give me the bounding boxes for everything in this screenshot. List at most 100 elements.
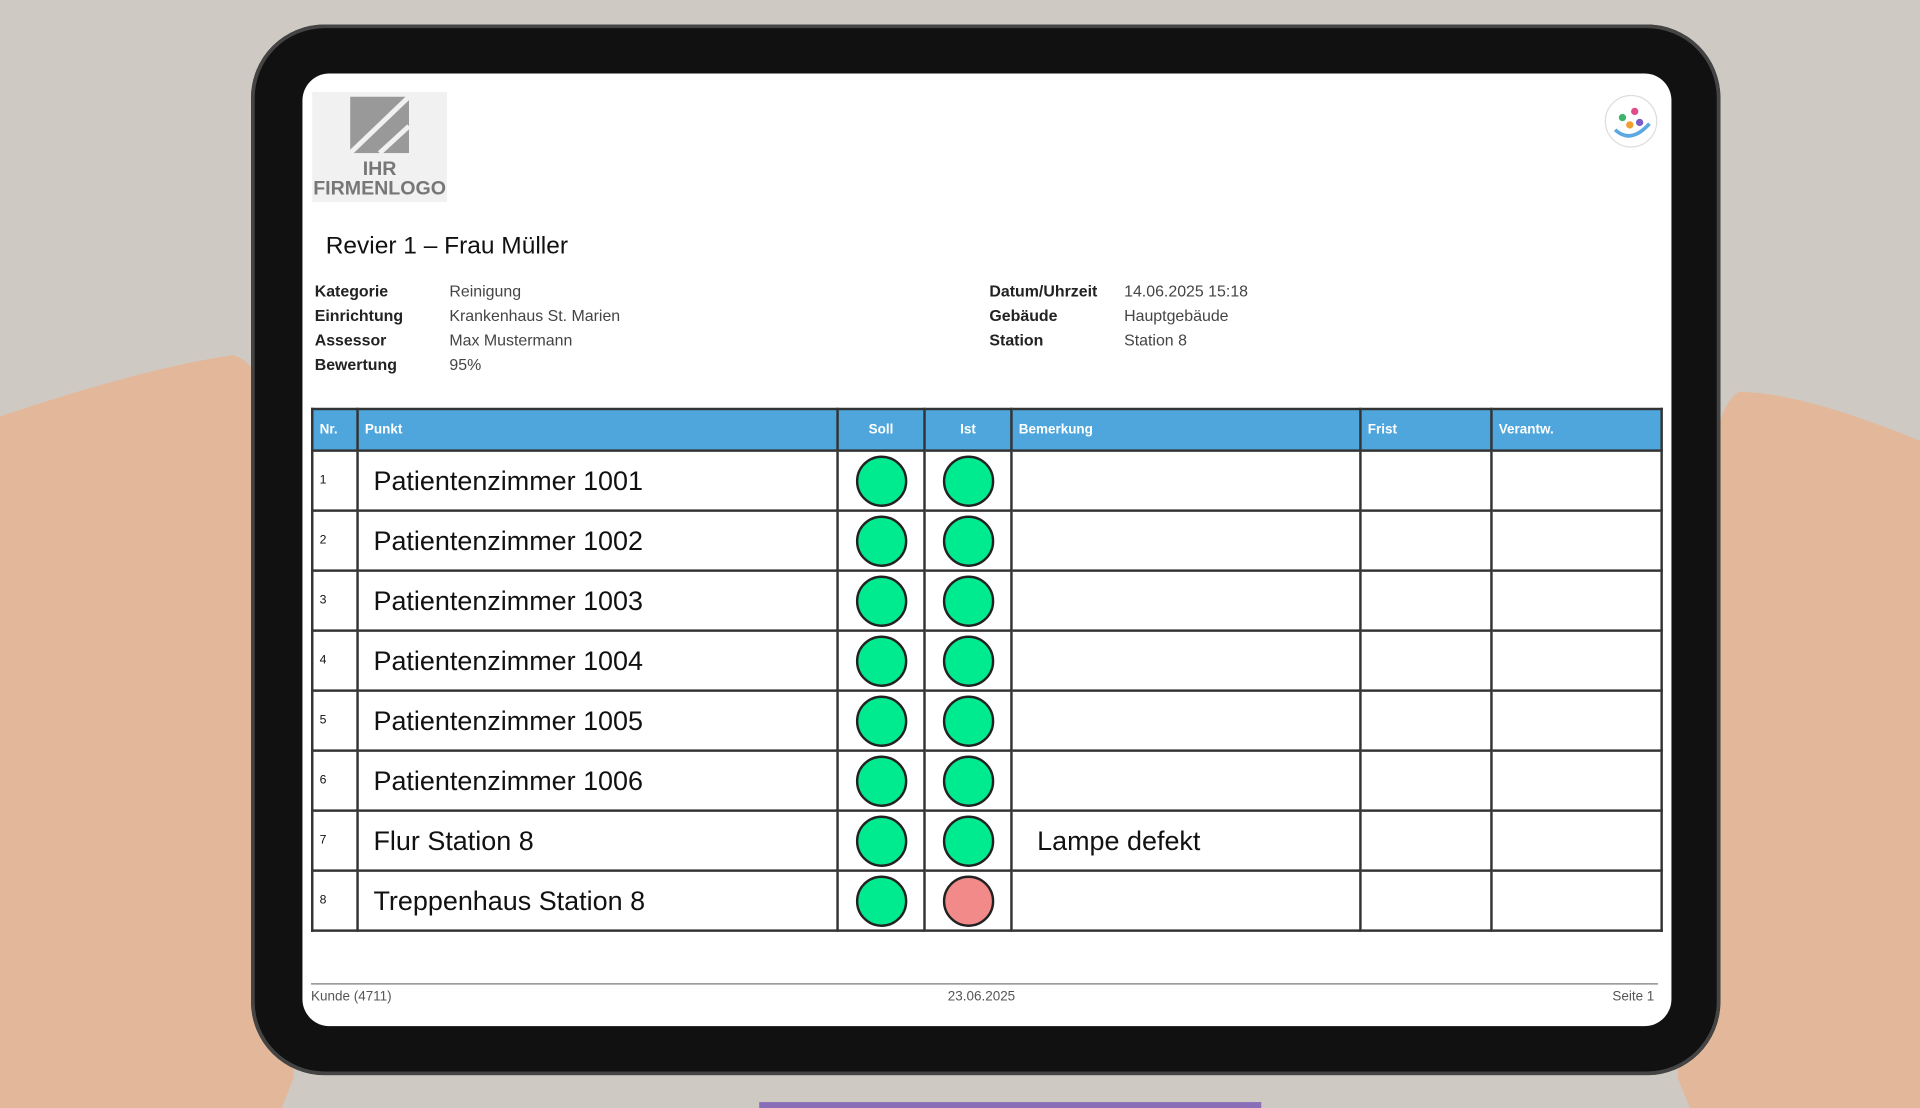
status-dot [855, 754, 907, 807]
row-point: Patientenzimmer 1005 [356, 689, 839, 752]
column-header: Nr. [311, 407, 359, 452]
status-cell [923, 449, 1013, 512]
status-dot [942, 574, 994, 627]
row-deadline [1359, 569, 1493, 632]
status-dot [855, 514, 907, 567]
status-dot [942, 454, 994, 507]
info-value: Max Mustermann [449, 330, 573, 349]
column-header: Verantw. [1490, 407, 1663, 452]
status-cell [923, 869, 1013, 932]
info-value: Reinigung [449, 281, 522, 301]
info-label: Datum/Uhrzeit [989, 281, 1098, 301]
row-point: Patientenzimmer 1001 [356, 449, 839, 512]
info-label: Bewertung [314, 355, 397, 374]
row-remark [1010, 509, 1362, 572]
row-responsible [1490, 869, 1663, 932]
table-row: 7 Flur Station 8 Lampe defekt [311, 809, 1663, 872]
status-cell [836, 689, 926, 752]
row-responsible [1490, 809, 1663, 872]
status-cell [836, 509, 926, 572]
status-cell [836, 869, 926, 932]
row-remark [1010, 869, 1362, 932]
status-cell [923, 629, 1013, 692]
column-header: Frist [1359, 407, 1493, 452]
row-point: Treppenhaus Station 8 [356, 869, 839, 932]
footer-right: Seite 1 [1612, 989, 1655, 1005]
document: IHR FIRMENLOGO Revier 1 – Frau Müller Ka… [302, 73, 1672, 1027]
status-cell [923, 689, 1013, 752]
logo: IHR FIRMENLOGO [312, 91, 447, 203]
row-responsible [1490, 689, 1663, 752]
status-cell [836, 569, 926, 632]
status-cell [836, 809, 926, 872]
row-remark: Lampe defekt [1010, 809, 1362, 872]
row-number: 2 [311, 509, 359, 572]
footer-center: 23.06.2025 [947, 989, 1016, 1005]
status-dot [942, 694, 994, 747]
status-dot [942, 634, 994, 687]
row-deadline [1359, 689, 1493, 752]
column-header: Soll [836, 407, 926, 452]
row-remark [1010, 689, 1362, 752]
row-point: Patientenzimmer 1006 [356, 749, 839, 812]
row-number: 6 [311, 749, 359, 812]
table-row: 4 Patientenzimmer 1004 [311, 629, 1663, 692]
status-dot [855, 694, 907, 747]
row-responsible [1490, 569, 1663, 632]
row-number: 7 [311, 809, 359, 872]
row-remark [1010, 449, 1362, 512]
row-remark [1010, 569, 1362, 632]
status-dot [855, 874, 907, 927]
footer-line [311, 983, 1658, 985]
status-dot [855, 634, 907, 687]
checklist-table: Nr. Punkt Soll Ist Bemerkung Frist Verantw. 1 Pa… [311, 407, 1663, 932]
footer-left: Kunde (4711) [311, 989, 392, 1005]
row-remark [1010, 749, 1362, 812]
status-dot [855, 814, 907, 867]
info-value: Krankenhaus St. Marien [449, 306, 621, 325]
status-cell [923, 569, 1013, 632]
row-deadline [1359, 449, 1493, 512]
info-label: Kategorie [314, 281, 389, 301]
info-value: 14.06.2025 15:18 [1124, 281, 1249, 301]
table-row: 1 Patientenzimmer 1001 [311, 449, 1663, 512]
status-dot [942, 514, 994, 567]
status-cell [836, 749, 926, 812]
row-responsible [1490, 629, 1663, 692]
status-cell [923, 509, 1013, 572]
status-dot [942, 874, 994, 927]
status-dot [855, 454, 907, 507]
row-number: 5 [311, 689, 359, 752]
logo-text: IHR [362, 159, 397, 181]
brand-icon [1604, 94, 1658, 148]
status-dot [942, 814, 994, 867]
info-label: Station [989, 330, 1044, 349]
row-point: Patientenzimmer 1002 [356, 509, 839, 572]
info-label: Einrichtung [314, 306, 404, 325]
logo-text: FIRMENLOGO [313, 178, 446, 200]
table-row: 8 Treppenhaus Station 8 [311, 869, 1663, 932]
status-cell [836, 449, 926, 512]
row-number: 1 [311, 449, 359, 512]
column-header: Punkt [356, 407, 839, 452]
row-deadline [1359, 809, 1493, 872]
row-deadline [1359, 749, 1493, 812]
column-header: Bemerkung [1010, 407, 1362, 452]
row-point: Flur Station 8 [356, 809, 839, 872]
row-number: 4 [311, 629, 359, 692]
info-value: Station 8 [1124, 330, 1187, 349]
row-deadline [1359, 509, 1493, 572]
row-number: 3 [311, 569, 359, 632]
status-cell [923, 809, 1013, 872]
row-deadline [1359, 869, 1493, 932]
status-dot [942, 754, 994, 807]
report-title: Revier 1 – Frau Müller [325, 232, 568, 260]
row-number: 8 [311, 869, 359, 932]
info-label: Assessor [314, 330, 387, 349]
row-responsible [1490, 749, 1663, 812]
column-header: Ist [923, 407, 1013, 452]
row-remark [1010, 629, 1362, 692]
